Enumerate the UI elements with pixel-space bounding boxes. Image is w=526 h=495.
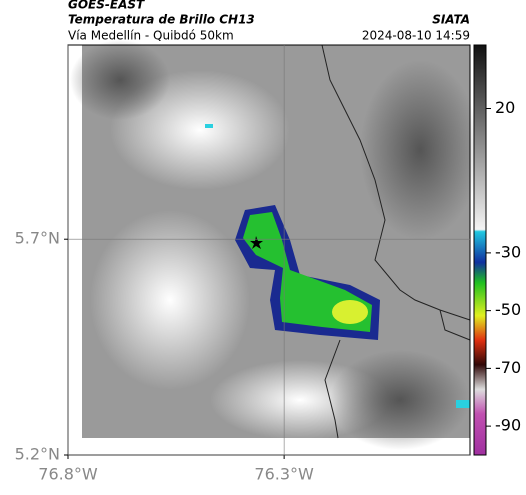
source: SIATA	[432, 13, 470, 27]
colorbar	[473, 44, 487, 456]
colorbar-tick-label: 20	[495, 98, 515, 117]
route: Vía Medellín - Quibdó 50km	[68, 29, 234, 43]
y-tick-label: 5.2°N	[15, 445, 60, 464]
colorbar-tick-label: -90	[495, 416, 521, 435]
y-tick-label: 5.7°N	[15, 229, 60, 248]
colorbar-tick-label: -70	[495, 358, 521, 377]
colorbar-tick-label: -30	[495, 242, 521, 261]
datetime: 2024-08-10 14:59	[362, 29, 470, 43]
product: Temperatura de Brillo CH13	[68, 13, 255, 27]
x-tick-label: 76.3°W	[254, 465, 314, 484]
x-tick-label: 76.8°W	[38, 465, 98, 484]
imagery	[70, 40, 480, 450]
colorbar-tick-label: -50	[495, 300, 521, 319]
satellite: GOES-EAST	[68, 0, 145, 12]
